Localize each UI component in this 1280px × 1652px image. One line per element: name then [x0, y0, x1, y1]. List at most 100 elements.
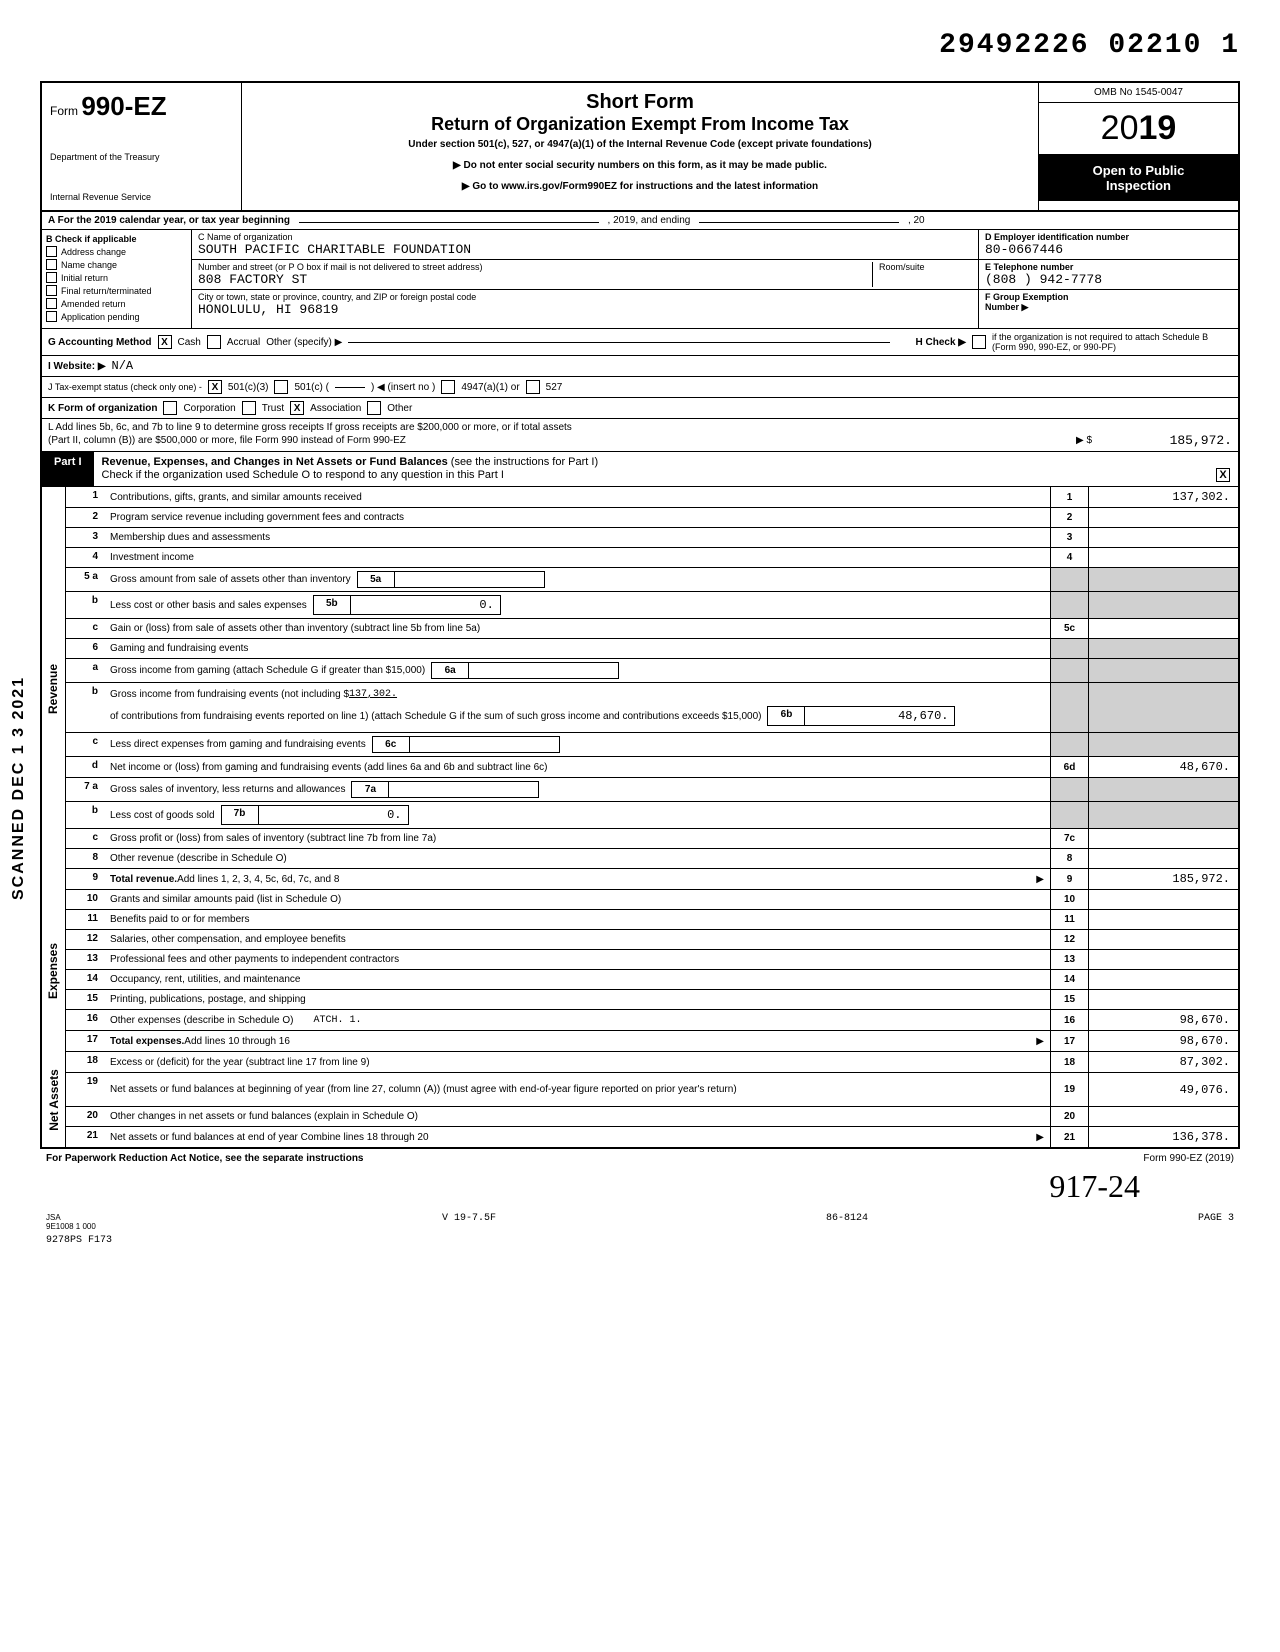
open-to-public: Open to Public Inspection [1039, 155, 1238, 201]
year-prefix: 20 [1101, 109, 1139, 147]
l17-box: 17 [1050, 1031, 1088, 1051]
l8-amt [1088, 849, 1238, 868]
l18-box: 18 [1050, 1052, 1088, 1072]
c-label: C Name of organization [198, 232, 972, 242]
l13-box: 13 [1050, 950, 1088, 969]
l12-desc: Salaries, other compensation, and employ… [110, 934, 346, 945]
section-b: B Check if applicable Address change Nam… [42, 230, 192, 328]
l6b-subamt: 48,670. [805, 706, 955, 726]
page-num: PAGE 3 [1198, 1213, 1234, 1246]
checkbox-name-change[interactable] [46, 259, 57, 270]
l3-desc: Membership dues and assessments [110, 532, 270, 543]
l11-amt [1088, 910, 1238, 929]
checkbox-corp[interactable] [163, 401, 177, 415]
street-label: Number and street (or P O box if mail is… [198, 262, 872, 272]
l8-box: 8 [1050, 849, 1088, 868]
k-label: K Form of organization [48, 403, 157, 414]
l7c-desc: Gross profit or (loss) from sales of inv… [110, 833, 436, 844]
l6-desc: Gaming and fundraising events [110, 643, 248, 654]
b-item-4: Amended return [61, 299, 126, 309]
line-j: J Tax-exempt status (check only one) - X… [42, 377, 1238, 398]
netassets-section: Net Assets 18Excess or (deficit) for the… [42, 1052, 1238, 1147]
checkbox-h[interactable] [972, 335, 986, 349]
k-assoc: Association [310, 403, 361, 414]
l13-amt [1088, 950, 1238, 969]
h-note: if the organization is not required to a… [992, 332, 1232, 352]
line-k: K Form of organization Corporation Trust… [42, 398, 1238, 419]
form-prefix: Form [50, 104, 78, 118]
l6a-desc: Gross income from gaming (attach Schedul… [110, 665, 425, 676]
l7a-box: 7a [351, 781, 389, 798]
l10-box: 10 [1050, 890, 1088, 909]
checkbox-501c[interactable] [274, 380, 288, 394]
l7b-subamt: 0. [259, 805, 409, 825]
g-other: Other (specify) ▶ [266, 337, 342, 348]
side-netassets: Net Assets [42, 1052, 66, 1147]
checkbox-amended[interactable] [46, 298, 57, 309]
part1-title-rest: (see the instructions for Part I) [448, 456, 598, 468]
j-label: J Tax-exempt status (check only one) - [48, 382, 202, 392]
checkbox-pending[interactable] [46, 311, 57, 322]
g-cash: Cash [178, 337, 201, 348]
l14-desc: Occupancy, rent, utilities, and maintena… [110, 974, 300, 985]
l16-amt: 98,670. [1088, 1010, 1238, 1030]
section-c: C Name of organization SOUTH PACIFIC CHA… [192, 230, 978, 328]
checkbox-527[interactable] [526, 380, 540, 394]
part1-label: Part I [42, 452, 94, 486]
title-under: Under section 501(c), 527, or 4947(a)(1)… [250, 139, 1030, 150]
checkbox-other[interactable] [367, 401, 381, 415]
l19-desc: Net assets or fund balances at beginning… [110, 1084, 737, 1095]
l16-desc: Other expenses (describe in Schedule O) [110, 1015, 293, 1026]
l6d-amt: 48,670. [1088, 757, 1238, 777]
checkbox-501c3[interactable]: X [208, 380, 222, 394]
checkbox-cash[interactable]: X [158, 335, 172, 349]
checkbox-trust[interactable] [242, 401, 256, 415]
revenue-section: Revenue 1Contributions, gifts, grants, a… [42, 487, 1238, 890]
k-corp: Corporation [183, 403, 235, 414]
dept-treasury: Department of the Treasury [50, 152, 233, 162]
line-i: I Website: ▶ N/A [42, 356, 1238, 377]
checkbox-assoc[interactable]: X [290, 401, 304, 415]
k-other: Other [387, 403, 412, 414]
form-ref: Form 990-EZ (2019) [1143, 1153, 1234, 1164]
b-item-2: Initial return [61, 273, 108, 283]
j-527: 527 [546, 382, 563, 393]
ein: 80-0667446 [985, 242, 1232, 257]
checkbox-4947[interactable] [441, 380, 455, 394]
l2-amt [1088, 508, 1238, 527]
l10-desc: Grants and similar amounts paid (list in… [110, 894, 341, 905]
l6c-desc: Less direct expenses from gaming and fun… [110, 739, 366, 750]
section-def: D Employer identification number 80-0667… [978, 230, 1238, 328]
g-accrual: Accrual [227, 337, 260, 348]
l9-desc: Add lines 1, 2, 3, 4, 5c, 6d, 7c, and 8 [177, 874, 339, 885]
l1-desc: Contributions, gifts, grants, and simila… [110, 492, 362, 503]
jsa: JSA [46, 1213, 112, 1222]
l1-amt: 137,302. [1088, 487, 1238, 507]
header-left: Form 990-EZ Department of the Treasury I… [42, 83, 242, 210]
open-line1: Open to Public [1047, 163, 1230, 178]
expenses-section: Expenses 10Grants and similar amounts pa… [42, 890, 1238, 1052]
paperwork-notice: For Paperwork Reduction Act Notice, see … [46, 1153, 364, 1164]
tax-year: 2019 [1039, 103, 1238, 155]
title-short: Short Form [250, 91, 1030, 114]
footer: For Paperwork Reduction Act Notice, see … [40, 1149, 1240, 1168]
l20-amt [1088, 1107, 1238, 1126]
j-insert: ) ◀ (insert no ) [371, 382, 435, 393]
form-number: 990-EZ [81, 91, 166, 121]
l-line2: (Part II, column (B)) are $500,000 or mo… [48, 435, 406, 446]
checkbox-initial-return[interactable] [46, 272, 57, 283]
checkbox-address-change[interactable] [46, 246, 57, 257]
l7b-box: 7b [221, 805, 259, 825]
checkbox-schedule-o[interactable]: X [1216, 468, 1230, 482]
l5a-box: 5a [357, 571, 395, 588]
checkbox-accrual[interactable] [207, 335, 221, 349]
checkbox-final-return[interactable] [46, 285, 57, 296]
f-label: F Group Exemption [985, 292, 1232, 302]
l6a-subamt [469, 662, 619, 679]
b-header: B Check if applicable [46, 234, 137, 244]
omb-number: OMB No 1545-0047 [1039, 83, 1238, 103]
code3: 86-8124 [826, 1213, 868, 1246]
l7a-subamt [389, 781, 539, 798]
l21-arrow: ▶ [1036, 1132, 1044, 1143]
l9-desc-b: Total revenue. [110, 874, 177, 885]
